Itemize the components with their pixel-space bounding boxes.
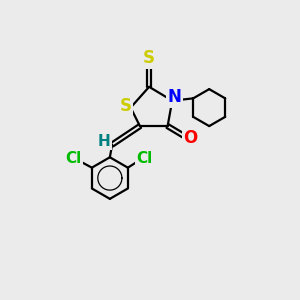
Text: S: S: [120, 98, 132, 116]
Text: S: S: [143, 50, 155, 68]
Text: N: N: [168, 88, 182, 106]
Text: Cl: Cl: [65, 151, 82, 166]
Text: H: H: [98, 134, 110, 148]
Text: Cl: Cl: [136, 151, 152, 166]
Text: O: O: [183, 129, 197, 147]
